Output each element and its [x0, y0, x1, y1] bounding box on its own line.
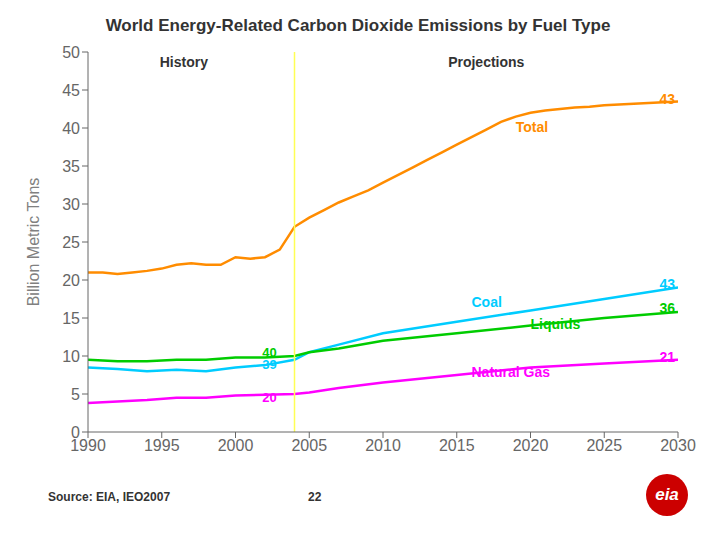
svg-text:Natural Gas: Natural Gas	[472, 364, 551, 380]
svg-text:43: 43	[659, 91, 675, 107]
svg-text:15: 15	[62, 310, 80, 327]
html-text:22: 22	[308, 490, 322, 504]
svg-text:20: 20	[262, 390, 276, 405]
svg-text:50: 50	[62, 44, 80, 61]
svg-text:Projections: Projections	[448, 54, 524, 70]
svg-text:1995: 1995	[144, 437, 180, 454]
svg-text:39: 39	[262, 357, 276, 372]
svg-text:Billion Metric Tons: Billion Metric Tons	[25, 178, 42, 307]
svg-text:2000: 2000	[218, 437, 254, 454]
html-text:eia: eia	[655, 485, 679, 504]
svg-text:Total: Total	[516, 119, 548, 135]
svg-text:30: 30	[62, 196, 80, 213]
svg-text:5: 5	[71, 386, 80, 403]
svg-text:2005: 2005	[291, 437, 327, 454]
svg-text:History: History	[160, 54, 208, 70]
svg-text:1990: 1990	[70, 437, 106, 455]
svg-text:10: 10	[62, 348, 80, 365]
svg-text:21: 21	[659, 349, 675, 365]
html-text:Source: EIA, IEO2007: Source: EIA, IEO2007	[48, 490, 171, 504]
svg-text:2025: 2025	[586, 437, 622, 454]
svg-text:2030: 2030	[660, 437, 696, 454]
svg-text:2010: 2010	[365, 437, 401, 454]
svg-text:45: 45	[62, 82, 80, 99]
svg-text:2020: 2020	[513, 437, 549, 454]
svg-text:2015: 2015	[439, 437, 475, 454]
svg-text:43: 43	[659, 276, 675, 292]
svg-text:36: 36	[659, 300, 675, 316]
svg-text:40: 40	[62, 120, 80, 137]
svg-text:20: 20	[62, 272, 80, 289]
svg-text:35: 35	[62, 158, 80, 175]
svg-text:25: 25	[62, 234, 80, 251]
svg-text:0: 0	[71, 424, 80, 441]
svg-text:Liquids: Liquids	[531, 316, 581, 332]
svg-text:40: 40	[262, 344, 277, 360]
html-text:World Energy-Related Carbon Di: World Energy-Related Carbon Dioxide Emis…	[105, 16, 611, 35]
svg-text:Coal: Coal	[472, 294, 502, 310]
